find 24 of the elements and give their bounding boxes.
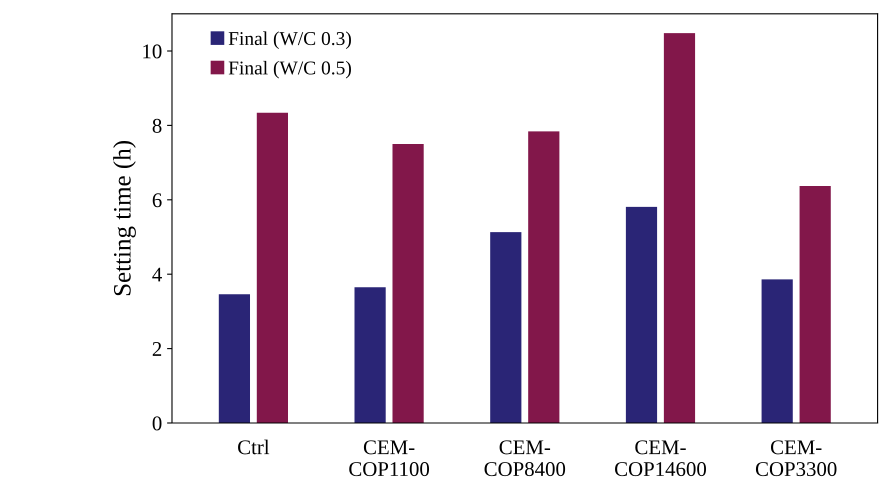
legend-label: Final (W/C 0.3) — [228, 31, 351, 50]
y-tick-label: 0 — [152, 416, 162, 430]
legend-label: Final (W/C 0.5) — [228, 60, 351, 78]
bar — [762, 279, 793, 423]
x-tick-label: CEM- COP1100 — [349, 440, 430, 476]
x-tick-label: CEM- COP3300 — [756, 440, 836, 476]
y-tick-label: 4 — [152, 268, 162, 282]
bar — [354, 287, 386, 423]
bar — [528, 131, 560, 423]
bar — [800, 186, 831, 423]
x-tick-label: CEM- COP8400 — [484, 440, 566, 476]
y-tick-label: 10 — [143, 44, 162, 58]
bar — [490, 232, 522, 423]
x-tick-label: CEM- COP14600 — [615, 440, 706, 476]
bar — [664, 33, 696, 423]
y-tick-label: 2 — [152, 342, 162, 356]
y-tick-label: 8 — [152, 118, 162, 133]
bar — [218, 294, 250, 423]
x-tick-label: Ctrl — [238, 440, 270, 454]
bar — [256, 112, 288, 423]
bar — [392, 144, 424, 423]
y-tick-label: 6 — [152, 193, 162, 208]
y-axis-title: Setting time (h) — [113, 141, 136, 296]
bar — [626, 206, 658, 423]
